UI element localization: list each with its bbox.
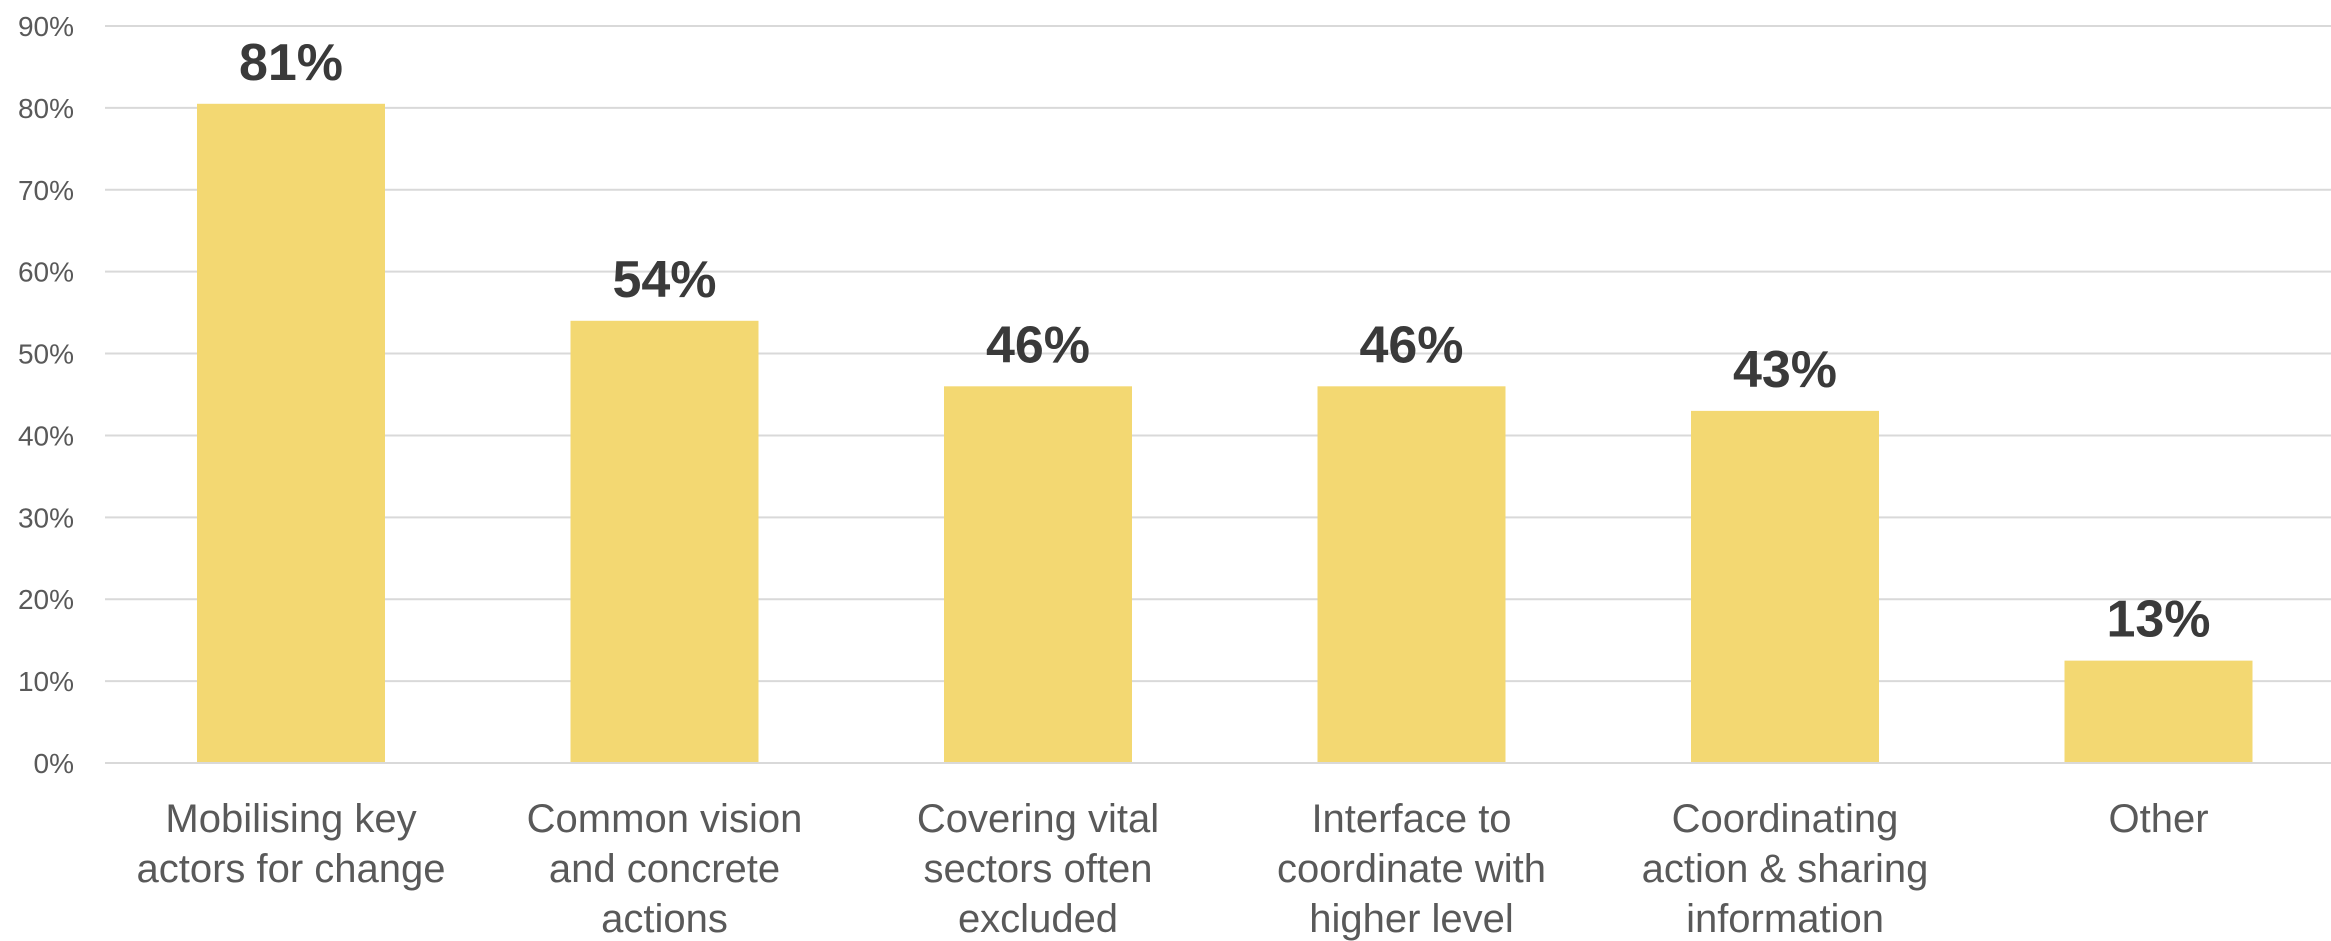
- gridlines: [105, 25, 2331, 683]
- y-axis-ticks: 0% 10% 20% 30% 40% 50% 60% 70% 80% 90%: [18, 11, 74, 779]
- y-tick-label: 50%: [18, 339, 74, 370]
- y-tick-label: 90%: [18, 11, 74, 42]
- x-category-label: Interface to coordinate with higher level: [1277, 797, 1546, 941]
- y-tick-label: 0%: [34, 748, 74, 779]
- x-category-label: Covering vital sectors often excluded: [917, 797, 1159, 941]
- data-label: 46%: [986, 316, 1090, 374]
- y-tick-label: 20%: [18, 584, 74, 615]
- x-category-label: Coordinating action & sharing information: [1642, 797, 1929, 941]
- y-tick-label: 80%: [18, 93, 74, 124]
- data-label: 81%: [239, 34, 343, 92]
- x-category-label: Common vision and concrete actions: [527, 797, 803, 941]
- y-tick-label: 60%: [18, 257, 74, 288]
- bars: [197, 103, 2253, 764]
- x-category-label: Other: [2108, 797, 2208, 841]
- bar: [1317, 386, 1506, 763]
- y-tick-label: 70%: [18, 175, 74, 206]
- bar: [2064, 660, 2253, 763]
- data-label: 54%: [612, 251, 716, 309]
- data-label: 13%: [2106, 591, 2210, 649]
- data-label: 46%: [1359, 316, 1463, 374]
- bar: [570, 320, 759, 763]
- data-label: 43%: [1733, 341, 1837, 399]
- bar: [944, 386, 1132, 763]
- x-category-label: Mobilising key actors for change: [136, 797, 445, 891]
- y-tick-label: 30%: [18, 502, 74, 533]
- x-axis-categories: Mobilising key actors for change Common vi…: [136, 797, 2208, 941]
- bar: [1691, 410, 1879, 763]
- bar: [197, 103, 385, 764]
- data-labels: 81% 54% 46% 46% 43% 13%: [239, 34, 2211, 649]
- y-tick-label: 40%: [18, 420, 74, 451]
- y-tick-label: 10%: [18, 666, 74, 697]
